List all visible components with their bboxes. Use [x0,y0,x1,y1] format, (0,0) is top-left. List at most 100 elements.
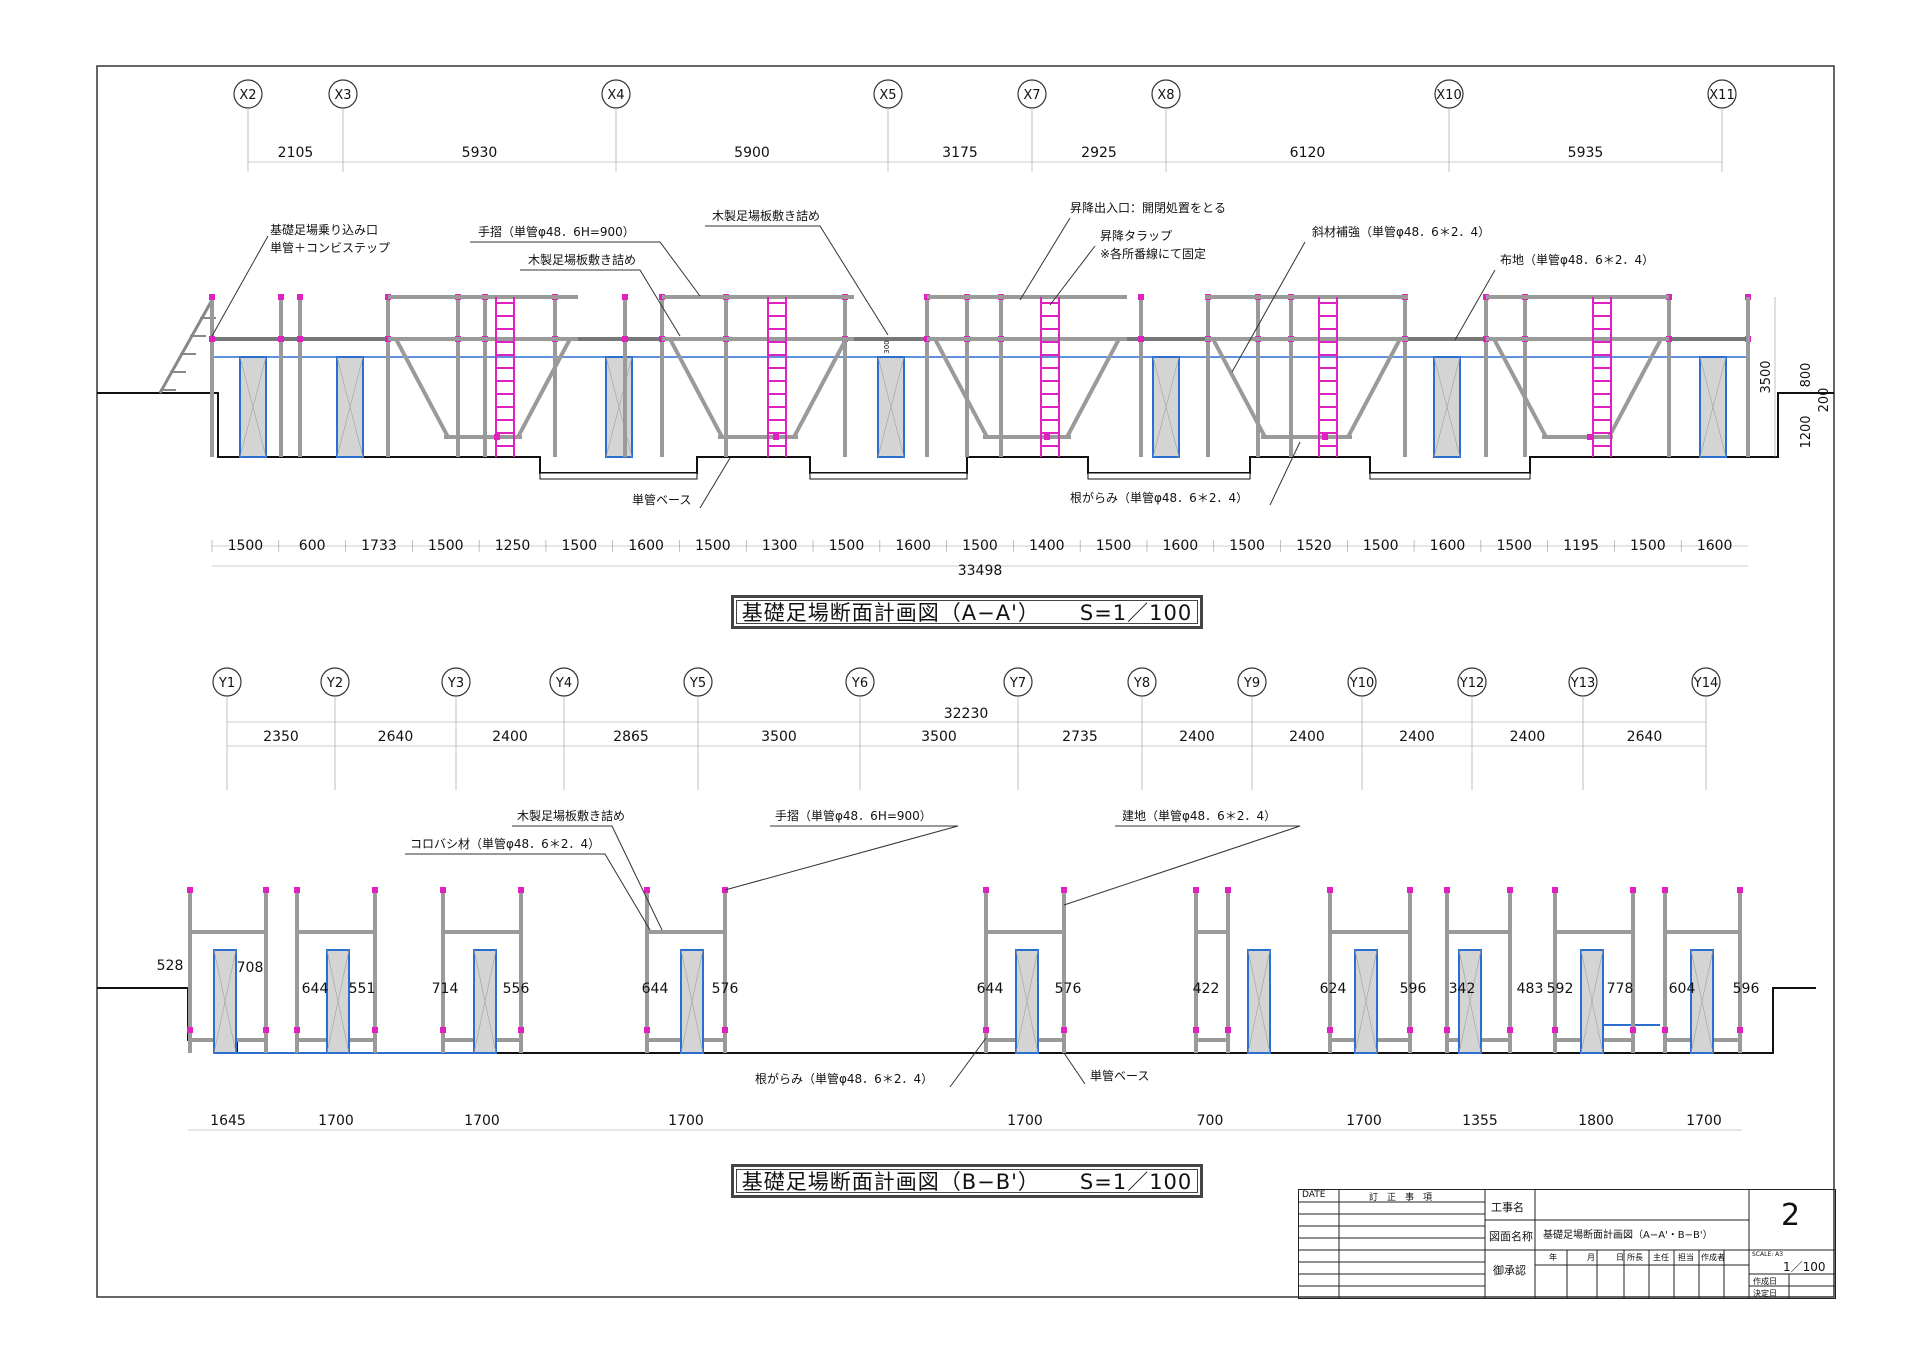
side-dim: 576 [1055,981,1082,997]
leader-runner [1063,825,1301,906]
clamp [1507,887,1513,893]
side-dim: 778 [1607,981,1634,997]
grid-bubble-X4: X4 [607,88,624,103]
grid-bubble-Y2: Y2 [326,676,343,691]
title-block-grid [1299,1190,1835,1298]
leader-handrail [724,825,959,891]
side-dim: 592 [1547,981,1574,997]
diagonal-brace [1065,338,1121,438]
bottom-dim: 1500 [428,538,464,554]
bottom-dim: 1700 [464,1113,500,1129]
bottom-dim: 1500 [695,538,731,554]
clamp [263,887,269,893]
note-runner: 布地（単管φ48．6＊2．4） [1500,252,1654,267]
clamp [644,1027,650,1033]
note-board: 木製足場板敷き詰め [517,808,625,823]
clamp [518,887,524,893]
bottom-dim: 1195 [1563,538,1599,554]
side-dim: 556 [503,981,530,997]
grid-spacing: 3175 [942,145,978,161]
clamp [1552,1027,1558,1033]
column-hatch [680,949,704,1054]
clamp [622,294,628,300]
leader-handrail [470,241,701,297]
tb-scale: 1／100 [1783,1260,1826,1274]
clamp [372,1027,378,1033]
grid-spacing: 2925 [1081,145,1117,161]
clamp [1737,1027,1743,1033]
column-hatch [1458,949,1482,1054]
grid-bubble-Y3: Y3 [447,676,464,691]
grid-spacing: 2640 [378,729,414,745]
note-base: 単管ベース [632,492,691,507]
grid-spacing: 2640 [1627,729,1663,745]
tb-col-chief: 主任 [1653,1253,1669,1262]
tb-col-charge: 担当 [1678,1253,1694,1262]
column-hatch [1247,949,1271,1054]
column-hatch [239,356,267,458]
clamp [1444,1027,1450,1033]
side-dim: 714 [432,981,459,997]
pipe-base [1087,472,1251,480]
column-hatch [1015,949,1039,1054]
column-hatch [1354,949,1378,1054]
grid-bubble-X8: X8 [1157,88,1174,103]
clamp [278,294,284,300]
column-hatch [1433,356,1461,458]
title-block: DATE 訂 正 事 項 工事名 図面名称 基礎足場断面計画図（A−A'・B−B… [1298,1189,1836,1299]
side-dim-1200: 1200 [1799,415,1814,448]
clamp [1225,887,1231,893]
grid-spacing: 2105 [278,145,314,161]
side-dim: 708 [237,960,264,976]
bottom-dim: 1355 [1462,1113,1498,1129]
grid-bubble-Y14: Y14 [1693,676,1718,691]
tb-revision: 訂 正 事 項 [1369,1193,1433,1203]
side-dim: 604 [1669,981,1696,997]
clamp [1193,887,1199,893]
diagonal-brace [516,338,572,438]
pipe-base [809,472,968,480]
clamp [1507,1027,1513,1033]
bottom-dim: 1600 [1163,538,1199,554]
section-a: X2 X3 X4 X5 X7 X8 X10 X11 2105 5930 5900 3175 2925 61… [97,79,1834,579]
clamp [1327,1027,1333,1033]
grid-bubble-Y9: Y9 [1243,676,1260,691]
tb-scale-label: SCALE: A3 [1752,1251,1784,1258]
clamp [263,1027,269,1033]
clamp [278,336,284,342]
column-hatch [1699,356,1727,458]
tb-col-director: 所長 [1627,1253,1643,1262]
clamp [1138,336,1144,342]
grid-spacing: 5900 [734,145,770,161]
pipe-base [1369,472,1531,480]
note-korobashi: コロバシ材（単管φ48．6＊2．4） [410,836,600,851]
clamp [1061,887,1067,893]
side-dim: 551 [349,981,376,997]
clamp [187,887,193,893]
drawing-border [96,65,1835,1298]
clamp [1407,887,1413,893]
grid-spacing: 2400 [1399,729,1435,745]
side-dim: 596 [1400,981,1427,997]
clamp [1587,434,1593,440]
clamp [297,294,303,300]
bottom-dim: 1800 [1578,1113,1614,1129]
leader-base [1063,1052,1086,1085]
bottom-dim: 600 [299,538,326,554]
note-handrail: 手摺（単管φ48．6H=900） [478,224,635,239]
bottom-dim: 1645 [210,1113,246,1129]
grid-spacing: 2400 [492,729,528,745]
tb-drawing-name: 基礎足場断面計画図（A−A'・B−B'） [1543,1230,1713,1241]
clamp [1737,887,1743,893]
diagonal-brace [1211,338,1267,438]
side-dim-800: 800 [1799,363,1814,388]
bottom-dim: 1500 [561,538,597,554]
grid-bubble-X7: X7 [1023,88,1040,103]
clamp [644,887,650,893]
bottom-dim: 1500 [829,538,865,554]
note-ladder: 昇降タラップ [1100,229,1172,243]
note-handrail: 手摺（単管φ48．6H=900） [775,808,932,823]
clamp [722,1027,728,1033]
tb-col-day: 日 [1616,1253,1624,1262]
